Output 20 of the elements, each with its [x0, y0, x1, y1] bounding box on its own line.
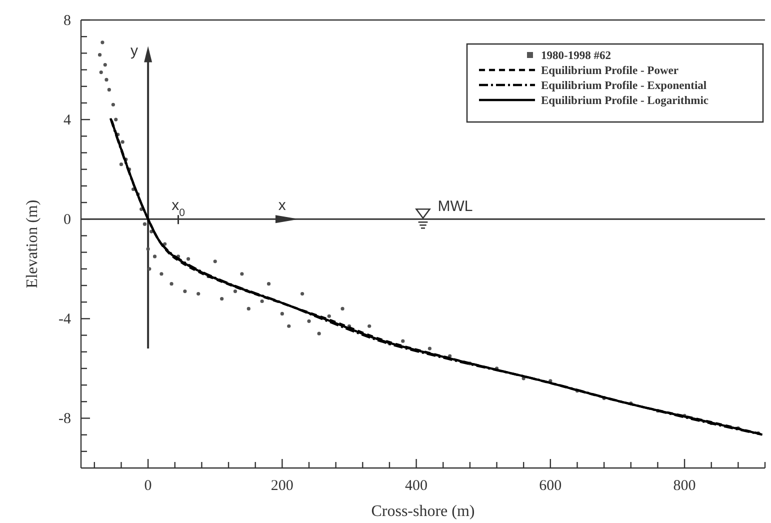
annotation: x$_{0}$: [172, 197, 186, 220]
x-axis-title: Cross-shore (m): [371, 503, 475, 520]
legend-label: Equilibrium Profile - Exponential: [541, 80, 707, 92]
annotation: y: [130, 42, 139, 60]
x-tick-label: 800: [673, 478, 696, 494]
annotation: x: [278, 197, 286, 214]
y-tick-label: 4: [64, 112, 72, 129]
legend-label: 1980-1998 #62: [541, 50, 612, 62]
ref-line-label: MWL: [438, 198, 473, 216]
y-tick-label: 0: [64, 212, 71, 228]
y-tick-label: -4: [58, 312, 72, 328]
x-tick-label: 200: [270, 478, 294, 494]
x-tick-label: 600: [539, 478, 562, 494]
legend-label: Equilibrium Profile - Logarithmic: [541, 95, 708, 107]
y-tick-label: 8: [64, 13, 71, 29]
x-tick-label: 400: [405, 478, 428, 494]
legend-label: Equilibrium Profile - Power: [541, 65, 678, 77]
y-axis-title: Elevation (m): [24, 200, 41, 288]
y-tick-label: -8: [58, 411, 71, 428]
x-tick-label: 0: [144, 478, 152, 494]
